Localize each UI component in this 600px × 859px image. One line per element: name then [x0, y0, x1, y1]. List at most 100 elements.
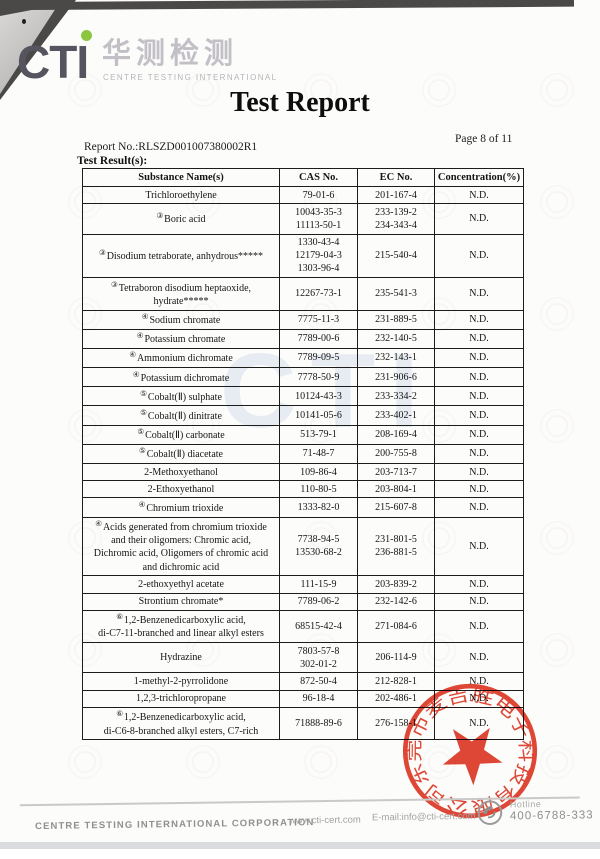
footer-email: E-mail:info@cti-cert.com	[371, 810, 476, 824]
footnote-mark: ⑥	[116, 709, 123, 719]
col-header-cas: CAS No.	[279, 168, 358, 187]
footer: CENTRE TESTING INTERNATIONAL CORPORATION…	[0, 792, 600, 844]
cti-logo-text: CTI	[17, 36, 89, 88]
table-row: ⑥1,2-Benzenedicarboxylic acid, di-C6-8-b…	[82, 706, 524, 741]
table-row: ③Disodium tetraborate, anhydrous***** 133…	[82, 233, 524, 279]
ec-number-cell: 215-607-8	[357, 497, 435, 518]
table-row: ③Boric acid 10043-35-3 11113-50-1 233-139-…	[82, 203, 524, 235]
cas-number-cell: 109-86-4	[279, 462, 358, 482]
cas-number-cell: 79-01-6	[279, 185, 358, 205]
substance-name-cell: 2-Methoxyethanol	[82, 462, 280, 482]
table-row: 1-methyl-2-pyrrolidone 872-50-4 212-828-1 N…	[82, 672, 524, 691]
ec-number-cell: 212-828-1	[357, 672, 435, 691]
ec-number-cell: 203-839-2	[357, 575, 435, 594]
col-header-ec: EC No.	[357, 168, 435, 187]
ec-number-cell: 233-139-2 234-343-4	[357, 203, 435, 235]
substance-name-cell: ⑤Cobalt(Ⅱ) carbonate	[82, 424, 280, 445]
cas-number-cell: 513-79-1	[279, 424, 358, 445]
ec-number-cell: 203-713-7	[357, 462, 435, 482]
logo-green-dot-icon	[81, 30, 92, 41]
ec-number-cell: 201-167-4	[357, 185, 435, 205]
ec-number-cell: 231-906-6	[357, 367, 435, 388]
cas-number-cell: 1330-43-4 12179-04-3 1303-96-4	[279, 233, 358, 279]
substance-name-cell: ④Ammonium dichromate	[82, 347, 280, 369]
concentration-cell: N.D.	[434, 462, 524, 482]
results-table-body: Trichloroethylene 79-01-6 201-167-4 N.D. ③Bo…	[82, 185, 524, 741]
substance-name-cell: ③Tetraboron disodium heptaoxide, hydrate…	[82, 277, 280, 311]
cas-number-cell: 7789-09-5	[279, 347, 358, 369]
substance-name-cell: ④Sodium chromate	[82, 309, 280, 330]
substance-name-cell: Trichloroethylene	[82, 185, 280, 205]
concentration-cell: N.D.	[434, 609, 524, 644]
substance-name-cell: ⑤Cobalt(Ⅱ) diacetate	[82, 443, 280, 465]
table-row: 2-Methoxyethanol 109-86-4 203-713-7 N.D.	[82, 462, 524, 482]
cas-number-cell: 10124-43-3	[279, 386, 358, 407]
cas-number-cell: 7738-94-5 13530-68-2	[279, 516, 358, 577]
footer-hotline-number: 400-6788-333	[509, 809, 594, 823]
substance-name-cell: Strontium chromate*	[82, 592, 280, 611]
footnote-mark: ④	[136, 331, 144, 341]
scan-top-edge	[29, 0, 575, 10]
ec-number-cell: 231-889-5	[357, 309, 435, 330]
table-row: ④Acids generated from chromium trioxide …	[82, 516, 524, 577]
concentration-cell: N.D.	[434, 443, 524, 465]
ec-number-cell: 208-169-4	[357, 424, 435, 445]
footnote-mark: ③	[98, 248, 106, 258]
ec-number-cell: 232-140-5	[357, 328, 435, 349]
footnote-mark: ⑤	[140, 388, 147, 398]
concentration-cell: N.D.	[434, 405, 524, 426]
substance-name-cell: ④Potassium dichromate	[82, 367, 280, 388]
ec-number-cell: 200-755-8	[357, 443, 435, 465]
test-results-label: Test Result(s):	[77, 155, 148, 167]
footnote-mark: ④	[132, 369, 140, 379]
test-results-table: Substance Name(s) CAS No. EC No. Concent…	[82, 168, 524, 741]
concentration-cell: N.D.	[434, 706, 524, 741]
ec-number-cell: 206-114-9	[357, 642, 435, 674]
concentration-cell: N.D.	[434, 277, 524, 311]
ec-number-cell: 231-801-5 236-881-5	[357, 516, 435, 577]
substance-name-cell: ④Chromium trioxide	[82, 497, 280, 518]
substance-name-cell: 1,2,3-trichloropropane	[82, 689, 280, 708]
ec-number-cell: 233-334-2	[357, 386, 435, 407]
footnote-mark: ③	[110, 279, 118, 289]
cas-number-cell: 7789-00-6	[279, 328, 358, 349]
concentration-cell: N.D.	[434, 575, 524, 594]
logo-subtitle: CENTRE TESTING INTERNATIONAL	[103, 73, 278, 82]
concentration-cell: N.D.	[434, 233, 524, 279]
table-row: Hydrazine 7803-57-8 302-01-2 206-114-9 N.D.	[82, 642, 524, 674]
scan-speck	[22, 19, 26, 24]
table-row: 2-ethoxyethyl acetate 111-15-9 203-839-2 N.…	[82, 575, 524, 594]
logo-chinese-name: 华测检测	[102, 38, 239, 70]
substance-name-cell: 1-methyl-2-pyrrolidone	[82, 672, 280, 691]
cas-number-cell: 71-48-7	[279, 443, 358, 465]
footnote-mark: ⑤	[137, 427, 145, 437]
concentration-cell: N.D.	[434, 347, 524, 369]
concentration-cell: N.D.	[434, 424, 524, 445]
footnote-mark: ⑤	[138, 446, 146, 456]
concentration-cell: N.D.	[434, 386, 524, 407]
table-row: ④Ammonium dichromate 7789-09-5 232-143-1 N.…	[82, 347, 524, 369]
table-row: ⑤Cobalt(Ⅱ) dinitrate 10141-05-6 233-402-1 N…	[82, 405, 524, 426]
ec-number-cell: 232-143-1	[357, 347, 435, 369]
report-title: Test Report	[230, 87, 370, 118]
substance-name-cell: ⑤Cobalt(Ⅱ) dinitrate	[82, 405, 280, 426]
footer-company: CENTRE TESTING INTERNATIONAL CORPORATION	[35, 817, 315, 833]
ec-number-cell: 232-142-6	[357, 592, 435, 611]
report-number: Report No.:RLSZD001007380002R1	[84, 141, 258, 153]
footnote-mark: ④	[138, 499, 146, 509]
cas-number-cell: 7778-50-9	[279, 367, 358, 388]
cas-number-cell: 110-80-5	[279, 480, 358, 499]
footnote-mark: ③	[156, 211, 164, 221]
phone-icon	[477, 800, 503, 826]
substance-name-cell: ④Acids generated from chromium trioxide …	[82, 516, 280, 577]
cas-number-cell: 7789-06-2	[279, 592, 358, 611]
table-row: ⑥1,2-Benzenedicarboxylic acid, di-C7-11-…	[82, 609, 524, 644]
concentration-cell: N.D.	[434, 497, 524, 518]
cas-number-cell: 10141-05-6	[279, 405, 358, 426]
table-row: ⑤Cobalt(Ⅱ) diacetate 71-48-7 200-755-8 N.D.	[82, 443, 524, 465]
stamp-circle	[402, 683, 538, 819]
cas-number-cell: 10043-35-3 11113-50-1	[279, 203, 358, 235]
substance-name-cell: ④Potassium chromate	[82, 328, 280, 349]
ec-number-cell: 215-540-4	[357, 233, 435, 279]
